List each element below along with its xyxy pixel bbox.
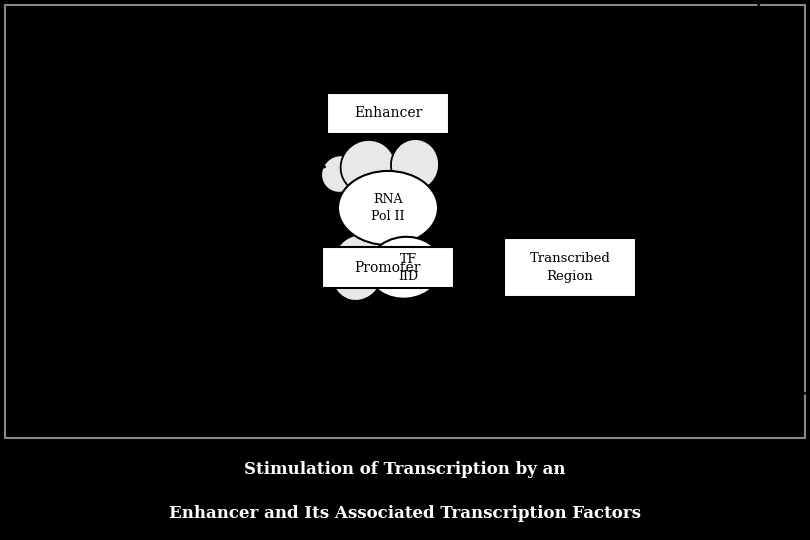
Text: TATA: TATA	[382, 303, 415, 316]
Ellipse shape	[330, 234, 386, 301]
Text: DNA
Bending: DNA Bending	[70, 174, 130, 207]
FancyBboxPatch shape	[504, 238, 636, 297]
Text: RNA
Pol II: RNA Pol II	[371, 193, 405, 223]
Ellipse shape	[340, 140, 395, 194]
FancyBboxPatch shape	[322, 247, 454, 288]
FancyBboxPatch shape	[327, 93, 449, 134]
Text: Stimulation of Transcription by an: Stimulation of Transcription by an	[245, 461, 565, 478]
Text: General
Transcription
Factors: General Transcription Factors	[155, 239, 245, 286]
Ellipse shape	[391, 139, 439, 191]
Text: Enhancer: Enhancer	[354, 106, 422, 120]
Text: +1: +1	[490, 217, 510, 231]
Text: Specific
Transcription
Factors: Specific Transcription Factors	[160, 138, 250, 185]
Text: Transcribed
Region: Transcribed Region	[530, 252, 611, 284]
Text: Increased Rate
of Transcription: Increased Rate of Transcription	[526, 328, 633, 359]
Ellipse shape	[338, 171, 438, 245]
Text: Enhancer and Its Associated Transcription Factors: Enhancer and Its Associated Transcriptio…	[169, 504, 641, 522]
Text: Promoter: Promoter	[355, 261, 421, 275]
Text: DNA: DNA	[622, 62, 659, 76]
Text: TF
IID: TF IID	[398, 253, 418, 283]
Ellipse shape	[322, 156, 359, 193]
Ellipse shape	[368, 237, 442, 299]
